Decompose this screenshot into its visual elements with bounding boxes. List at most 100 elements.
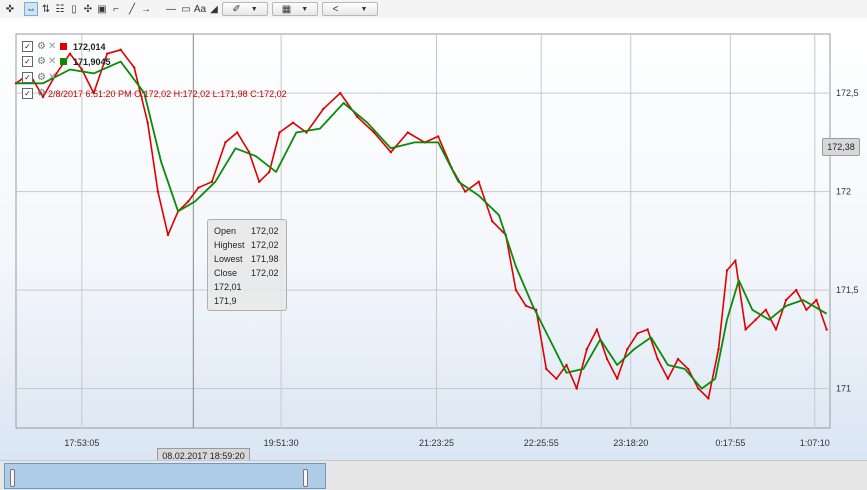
series-swatch (60, 58, 67, 65)
gear-icon[interactable]: ⚙ (37, 72, 46, 83)
price-point (278, 131, 281, 134)
price-point (524, 304, 528, 308)
price-point (514, 288, 518, 292)
price-point (92, 91, 95, 95)
price-point (717, 348, 720, 351)
price-point (805, 308, 808, 311)
tooltip-label: 172,01 (214, 282, 242, 292)
price-point (477, 180, 480, 183)
scroll-handle-left[interactable] (10, 469, 15, 487)
document-icon[interactable]: ▯ (71, 3, 77, 15)
crosshair-icon[interactable]: ✜ (5, 3, 15, 15)
price-point (626, 348, 629, 351)
price-point (595, 328, 599, 331)
price-series-line (15, 49, 828, 400)
cursor-icon[interactable]: ⇔ (24, 2, 38, 16)
x-tick-label: 23:18:20 (613, 438, 648, 448)
price-point (119, 48, 122, 51)
price-point (585, 348, 589, 351)
gear-icon[interactable]: ⚙ (37, 41, 46, 52)
price-point (187, 200, 190, 203)
price-point (646, 328, 649, 331)
comment-icon[interactable]: ▣ (97, 3, 107, 15)
y-tick-label: 172,5 (836, 88, 859, 98)
price-point (268, 170, 271, 174)
checkbox[interactable]: ✓ (22, 88, 33, 99)
price-point (55, 72, 58, 75)
price-point (236, 131, 239, 134)
x-tick-label: 0:17:55 (715, 438, 745, 448)
price-point (305, 131, 308, 134)
plot-frame (15, 33, 831, 429)
price-point (224, 141, 227, 144)
tooltip-label: 171,9 (214, 296, 237, 306)
shapes-icon[interactable]: ◢ (210, 3, 218, 15)
nav-icon: < (332, 3, 339, 15)
close-icon[interactable]: ✕ (48, 56, 57, 67)
x-tick-label: 21:23:25 (419, 438, 454, 448)
template-dropdown[interactable]: ▦ ▼ (272, 2, 318, 16)
price-point (156, 190, 160, 193)
price-point (464, 190, 467, 193)
price-point (339, 91, 342, 95)
chevron-down-icon: ▼ (250, 5, 258, 13)
price-point (784, 298, 788, 302)
checkbox[interactable]: ✓ (22, 56, 33, 67)
price-point (555, 377, 558, 380)
price-point (754, 318, 757, 321)
tooltip-label: Open (214, 226, 237, 236)
text-tool-button[interactable]: Aa (193, 3, 207, 15)
close-icon[interactable]: ✕ (48, 72, 57, 83)
chart-toolbar: ✜ ⇔ ⇅ ☷ ▯ ✣ ▣ ⌐ ╱ → — ▭ Aa ◢ ✐ ▼ ▦ ▼ < ▼ (0, 0, 867, 19)
grid-icon[interactable]: ☷ (55, 3, 65, 15)
legend-value: 172,014 (73, 41, 106, 52)
x-tick-label: 22:25:55 (524, 438, 559, 448)
price-point (575, 387, 578, 390)
legend-row-2: ✓ ⚙ ✕ 171,9045 (22, 55, 111, 68)
checkbox[interactable]: ✓ (22, 72, 33, 83)
shapes-dropdown[interactable]: ✐ ▼ (222, 2, 268, 16)
price-point (68, 52, 72, 55)
price-point (734, 259, 737, 262)
price-point (322, 107, 325, 111)
close-icon[interactable]: ✕ (48, 41, 57, 52)
scroll-range[interactable] (4, 463, 326, 489)
price-point (795, 288, 798, 292)
price-point (697, 387, 700, 390)
price-point (686, 367, 690, 371)
measure-icon[interactable]: ⌐ (113, 3, 119, 15)
legend-row-4: ✓ ⚙ 2/8/2017 6:51:20 PM O:172,02 H:172,0… (22, 87, 287, 100)
scale-icon[interactable]: ⇅ (41, 3, 51, 15)
rect-icon[interactable]: ▭ (181, 3, 191, 15)
tooltip-label: Lowest (214, 254, 243, 264)
time-scrollbar[interactable] (0, 460, 867, 490)
price-point (666, 377, 670, 380)
arrow-icon[interactable]: → (141, 3, 151, 15)
price-point (491, 219, 494, 223)
chart-canvas[interactable]: 172,5 172 171,5 171 17:53:05 19:51:30 21:23:2… (0, 18, 867, 460)
line-icon[interactable]: ╱ (128, 3, 136, 15)
gear-icon[interactable]: ⚙ (37, 56, 46, 67)
checkbox[interactable]: ✓ (22, 41, 33, 52)
chart-area[interactable]: 172,5 172 171,5 171 17:53:05 19:51:30 21:23:2… (0, 18, 867, 465)
tooltip-value: 171,98 (251, 254, 279, 264)
y-tick-label: 171 (836, 384, 851, 394)
y-tick-label: 171,5 (836, 285, 859, 295)
y-tick-label: 172 (836, 187, 851, 197)
price-point (616, 377, 619, 380)
tooltip-value: 172,02 (251, 268, 279, 278)
price-point (436, 135, 440, 138)
price-point (825, 328, 828, 331)
hline-icon[interactable]: — (166, 3, 176, 15)
move-icon[interactable]: ✣ (83, 3, 93, 15)
scroll-handle-right[interactable] (303, 469, 308, 487)
nav-dropdown[interactable]: < ▼ (322, 2, 378, 16)
price-point (656, 357, 659, 361)
price-point (146, 121, 149, 124)
series-swatch (60, 43, 67, 50)
price-point (105, 52, 109, 55)
gear-icon[interactable]: ⚙ (37, 88, 46, 99)
x-tick-label: 19:51:30 (264, 438, 299, 448)
moving-average-line (16, 60, 828, 390)
legend-row-1: ✓ ⚙ ✕ 172,014 (22, 40, 106, 53)
